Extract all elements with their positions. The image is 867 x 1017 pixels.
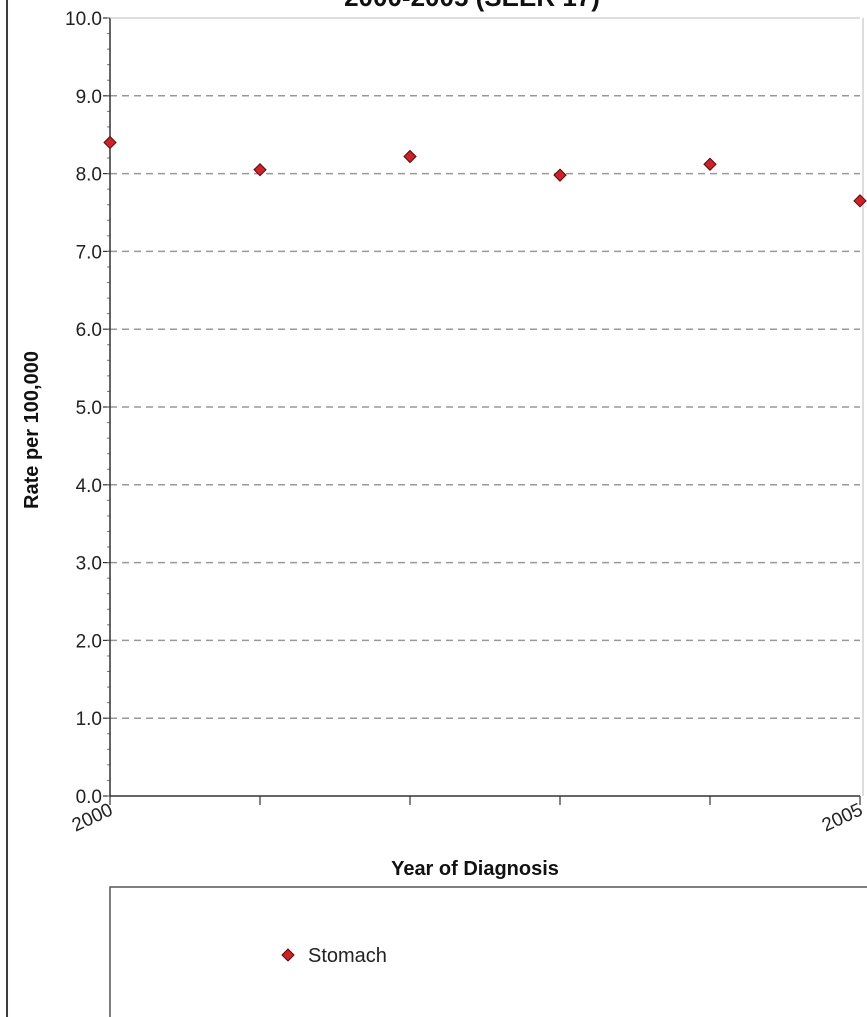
y-axis-label: Rate per 100,000 bbox=[21, 351, 43, 509]
y-tick-label: 2.0 bbox=[76, 631, 102, 652]
data-points bbox=[103, 135, 867, 208]
x-tick-labels: 2000 2005 bbox=[69, 799, 866, 836]
legend-box bbox=[109, 886, 867, 1017]
y-tick-label: 4.0 bbox=[76, 476, 102, 497]
chart-title: 2000-2005 (SEER 17) bbox=[344, 0, 600, 12]
left-frame-line bbox=[6, 0, 8, 1017]
y-tick-label: 8.0 bbox=[76, 165, 102, 186]
y-tick-label: 7.0 bbox=[76, 242, 102, 263]
data-point-stomach bbox=[853, 194, 867, 208]
y-tick-label: 9.0 bbox=[76, 87, 102, 108]
data-point-stomach bbox=[403, 149, 417, 164]
y-tick-label: 3.0 bbox=[76, 554, 102, 575]
axes bbox=[103, 17, 864, 805]
data-point-stomach bbox=[103, 135, 117, 150]
data-point-stomach bbox=[253, 163, 267, 177]
data-point-stomach bbox=[703, 157, 717, 171]
legend-label-stomach: Stomach bbox=[308, 945, 387, 967]
y-tick-label: 5.0 bbox=[76, 398, 102, 419]
y-tick-labels: 0.0 1.0 2.0 3.0 4.0 5.0 6.0 7.0 8.0 9.0 10.0 bbox=[65, 9, 102, 808]
y-tick-label: 6.0 bbox=[76, 320, 102, 341]
y-tick-label: 10.0 bbox=[65, 9, 102, 30]
y-tick-label: 0.0 bbox=[76, 787, 102, 808]
x-tick-label: 2005 bbox=[819, 799, 866, 836]
grid-lines bbox=[110, 95, 860, 719]
x-axis-label: Year of Diagnosis bbox=[391, 858, 559, 880]
y-tick-label: 1.0 bbox=[76, 709, 102, 730]
legend-marker-stomach bbox=[281, 948, 295, 962]
data-point-stomach bbox=[553, 168, 567, 182]
